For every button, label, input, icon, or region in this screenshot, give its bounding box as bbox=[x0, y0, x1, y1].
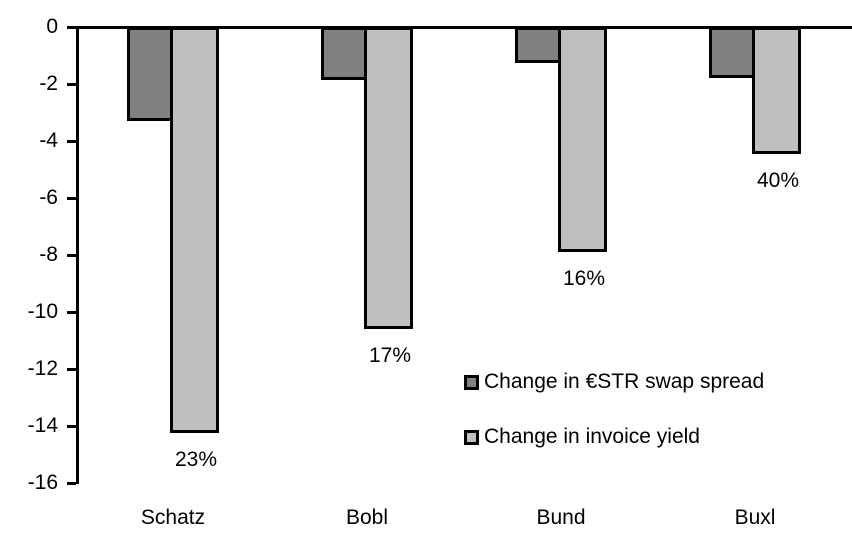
bar-invoice-yield-bobl bbox=[364, 27, 413, 330]
bar-invoice-yield-schatz bbox=[170, 27, 219, 434]
y-tick-mark bbox=[67, 482, 76, 485]
y-tick-label: -14 bbox=[27, 414, 58, 437]
bar-swap-spread-buxl bbox=[709, 27, 755, 79]
y-tick-label: -6 bbox=[39, 186, 58, 209]
percent-label-bobl: 17% bbox=[368, 344, 412, 368]
y-tick-mark bbox=[67, 425, 76, 428]
category-label-bund: Bund bbox=[536, 506, 586, 529]
y-tick-label: -8 bbox=[39, 243, 58, 266]
legend-swatch-icon bbox=[464, 374, 479, 390]
y-tick-label: -12 bbox=[27, 357, 58, 380]
y-tick-mark bbox=[67, 311, 76, 314]
category-label-buxl: Buxl bbox=[734, 506, 776, 529]
zero-baseline bbox=[76, 26, 852, 29]
legend-swatch-icon bbox=[464, 429, 479, 445]
bar-swap-spread-schatz bbox=[127, 27, 173, 122]
legend-label: Change in invoice yield bbox=[484, 425, 700, 448]
y-tick-label: -2 bbox=[39, 72, 58, 95]
bar-swap-spread-bund bbox=[515, 27, 561, 63]
percent-label-schatz: 23% bbox=[174, 448, 218, 472]
y-tick-label: -16 bbox=[27, 471, 58, 494]
legend-item-swap-spread: Change in €STR swap spread bbox=[464, 371, 764, 393]
bar-invoice-yield-buxl bbox=[752, 27, 801, 154]
y-tick-mark bbox=[67, 83, 76, 86]
y-tick-mark bbox=[67, 368, 76, 371]
bar-invoice-yield-bund bbox=[558, 27, 607, 253]
y-axis-line bbox=[76, 26, 79, 484]
bar-swap-spread-bobl bbox=[321, 27, 367, 80]
y-tick-label: -4 bbox=[39, 129, 58, 152]
percent-label-bund: 16% bbox=[562, 267, 606, 291]
legend: Change in €STR swap spread Change in invo… bbox=[464, 371, 764, 481]
legend-item-invoice-yield: Change in invoice yield bbox=[464, 426, 764, 448]
y-tick-label: 0 bbox=[46, 15, 58, 38]
y-tick-mark bbox=[67, 254, 76, 257]
y-tick-mark bbox=[67, 140, 76, 143]
category-label-schatz: Schatz bbox=[140, 506, 206, 529]
y-tick-mark bbox=[67, 197, 76, 200]
y-tick-label: -10 bbox=[27, 300, 58, 323]
legend-label: Change in €STR swap spread bbox=[484, 370, 765, 393]
category-label-bobl: Bobl bbox=[345, 506, 389, 529]
y-tick-mark bbox=[67, 26, 76, 29]
percent-label-buxl: 40% bbox=[756, 168, 800, 192]
